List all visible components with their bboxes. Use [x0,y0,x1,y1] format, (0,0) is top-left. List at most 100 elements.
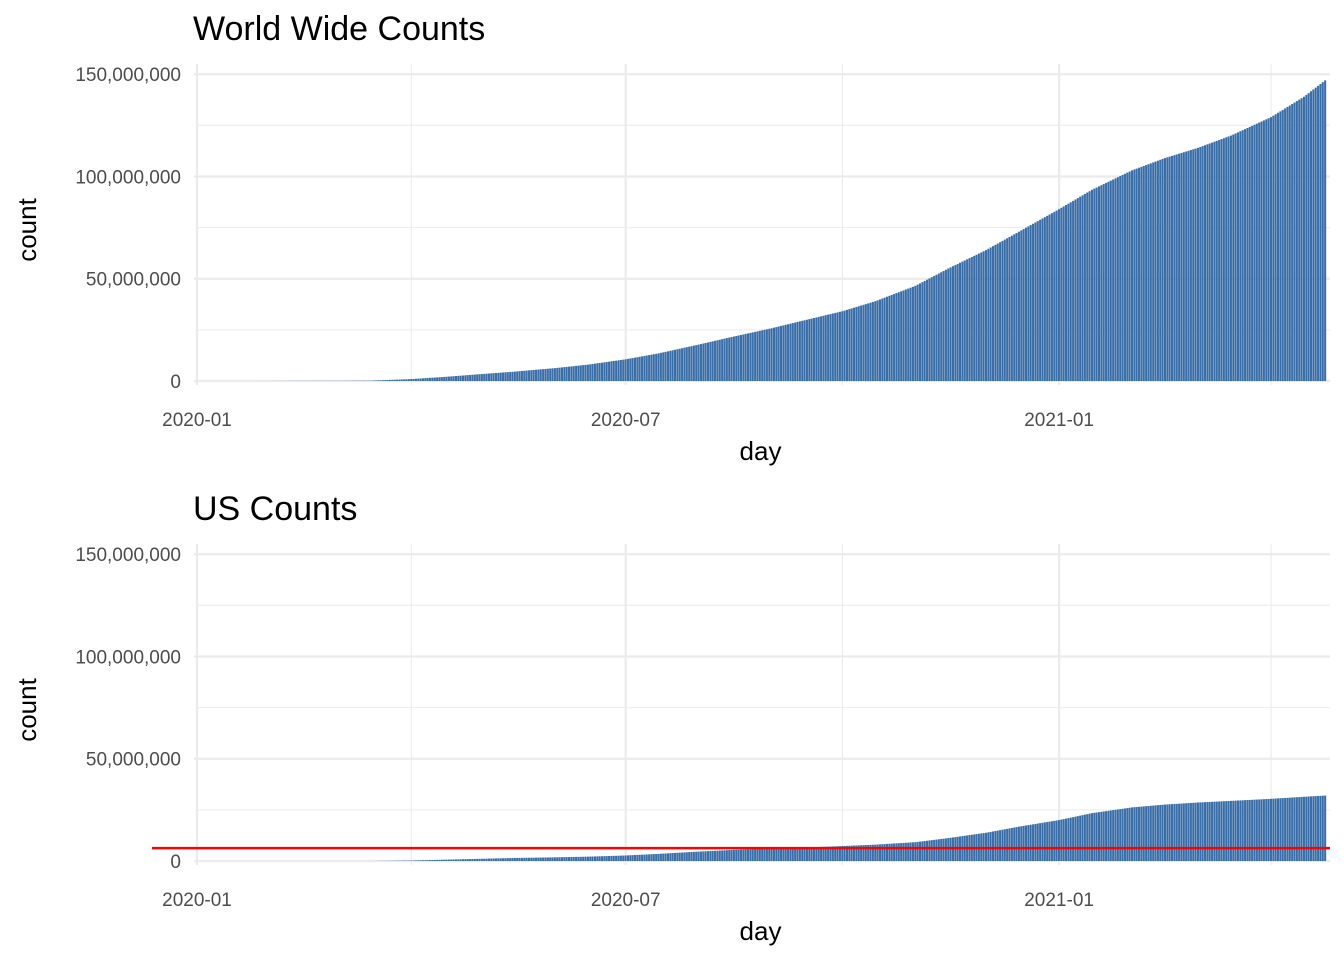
bar [1225,137,1227,381]
bar [947,269,949,381]
bar [415,379,417,381]
bar [1268,799,1270,861]
bar [1011,236,1013,381]
bar [688,347,690,381]
bar [709,851,711,861]
bar [1265,119,1267,381]
bar [1223,801,1225,861]
bar [950,838,952,861]
bar [714,851,716,861]
bar [650,854,652,861]
bar [1265,799,1267,861]
bar [804,848,806,861]
bar [1166,804,1168,861]
bar [709,342,711,381]
bar [1140,807,1142,861]
bar [639,855,641,861]
bar [667,853,669,861]
bar [570,857,572,861]
bar [561,367,563,381]
bar [1030,825,1032,861]
bar [792,848,794,861]
bar [563,367,565,381]
bar [502,372,504,381]
bar [773,328,775,381]
bar [1037,221,1039,381]
bar [1315,796,1317,861]
bar [895,293,897,381]
bar [1023,229,1025,381]
bar [1230,136,1232,381]
y-tick-label: 100,000,000 [75,167,181,188]
bar [1322,796,1324,861]
bar [738,335,740,381]
bar [1131,807,1133,861]
bar [617,360,619,381]
bar [733,850,735,861]
bar [1291,104,1293,381]
bar [533,858,535,861]
bar [375,380,377,381]
bar [636,357,638,381]
bar [1305,95,1307,381]
bar [1155,162,1157,381]
bar [1319,796,1321,861]
bar [881,299,883,381]
bar [1119,809,1121,861]
bar [519,371,521,381]
y-tick-label: 50,000,000 [86,750,181,771]
bar [573,857,575,861]
bar [707,851,709,861]
bar [1119,176,1121,381]
bar [615,856,617,861]
bar [436,860,438,861]
bar [462,375,464,381]
bar [1298,797,1300,861]
bar [592,857,594,861]
bar [712,341,714,381]
bar [712,851,714,861]
bar [570,366,572,381]
bar [1044,822,1046,861]
bar [1284,798,1286,861]
bar [782,848,784,861]
bar [380,380,382,381]
bar [514,858,516,861]
bar [702,851,704,861]
bar [1034,222,1036,381]
bar [1001,830,1003,861]
bar [464,375,466,381]
bar [1107,182,1109,381]
bar [921,841,923,861]
bar [1176,154,1178,381]
bar [561,857,563,861]
bar [606,362,608,381]
bar [902,290,904,381]
bar [511,858,513,861]
bar [947,838,949,861]
bar [787,324,789,381]
bar [662,352,664,381]
bar [895,843,897,861]
bar [1279,798,1281,861]
bar [467,375,469,381]
bar [884,844,886,861]
bar [693,346,695,381]
bar [1008,828,1010,861]
bar [825,315,827,381]
bar [1310,91,1312,381]
bar [568,857,570,861]
bar [999,830,1001,861]
bar [1105,811,1107,861]
bar [417,860,419,861]
bar [1112,810,1114,861]
bar [855,307,857,381]
bar [1220,801,1222,861]
bar [1049,214,1051,381]
bar [434,378,436,381]
bar [1070,202,1072,381]
bar [749,849,751,861]
bar [648,355,650,381]
bar [575,366,577,381]
